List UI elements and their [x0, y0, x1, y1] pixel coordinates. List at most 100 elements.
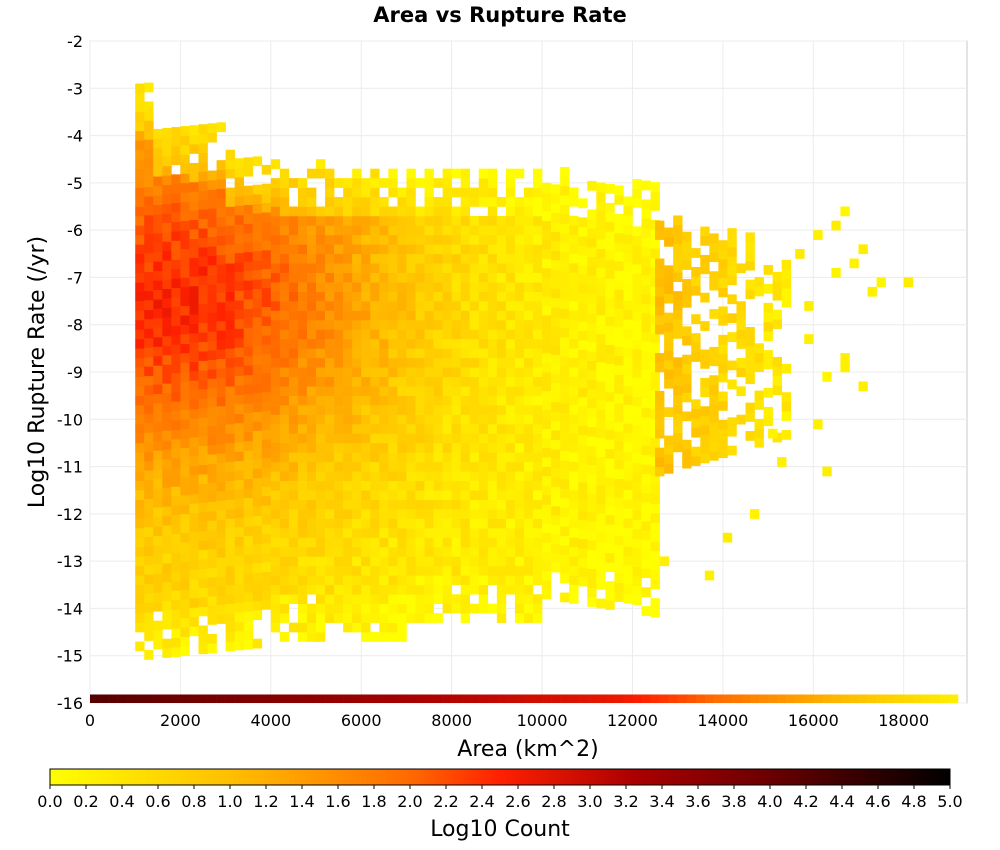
heatmap-cell [569, 395, 579, 406]
heatmap-cell [587, 540, 597, 551]
heatmap-cell [288, 546, 299, 557]
heatmap-cell [460, 433, 471, 444]
heatmap-cell [397, 187, 407, 198]
heatmap-cell [641, 435, 651, 446]
heatmap-cell [614, 535, 624, 546]
heatmap-cell [641, 417, 651, 427]
heatmap-cell [578, 283, 588, 294]
heatmap-cell [505, 338, 516, 349]
heatmap-cell [406, 575, 416, 586]
heatmap-cell [781, 269, 791, 280]
heatmap-cell [162, 213, 172, 223]
heatmap-cell [569, 575, 579, 585]
heatmap-cell [523, 499, 534, 510]
heatmap-cell [560, 422, 570, 433]
heatmap-cell [605, 543, 615, 554]
heatmap-cell [673, 423, 683, 434]
heatmap-cell [180, 315, 190, 326]
heatmap-cell [306, 490, 317, 500]
heatmap-cell [469, 367, 480, 378]
heatmap-cell [153, 214, 163, 224]
heatmap-cell [700, 387, 710, 398]
heatmap-cell [460, 424, 471, 434]
heatmap-cell [460, 575, 471, 586]
heatmap-cell [153, 166, 163, 177]
heatmap-cell [135, 187, 145, 198]
heatmap-cell [433, 376, 443, 387]
heatmap-cell [352, 376, 362, 387]
heatmap-cell [605, 183, 615, 194]
heatmap-cell [496, 414, 507, 425]
heatmap-cell [569, 367, 579, 377]
heatmap-cell [334, 301, 344, 311]
heatmap-cell [542, 428, 552, 439]
bottom-row-cell [108, 694, 118, 703]
heatmap-cell [433, 471, 443, 482]
heatmap-cell [664, 454, 674, 465]
heatmap-cell [144, 281, 154, 291]
heatmap-cell [623, 574, 633, 585]
heatmap-cell [514, 291, 525, 302]
heatmap-cell [650, 484, 660, 495]
heatmap-cell [198, 313, 208, 324]
heatmap-cell [361, 613, 371, 623]
heatmap-cell [700, 292, 710, 303]
heatmap-cell [460, 490, 471, 500]
heatmap-cell [569, 385, 579, 396]
heatmap-cell [569, 196, 579, 207]
heatmap-cell [379, 348, 389, 359]
heatmap-cell [135, 263, 145, 273]
heatmap-cell [632, 547, 642, 558]
heatmap-cell [388, 603, 398, 614]
heatmap-cell [270, 528, 281, 538]
heatmap-cell [216, 216, 226, 227]
heatmap-cell [352, 528, 362, 538]
heatmap-cell [614, 393, 624, 404]
heatmap-cell [153, 582, 163, 593]
heatmap-cell [614, 478, 624, 489]
heatmap-cell [623, 536, 633, 547]
heatmap-cell [361, 584, 371, 595]
heatmap-cell [542, 561, 552, 571]
heatmap-cell [361, 433, 371, 444]
heatmap-cell [496, 329, 507, 340]
heatmap-cell [514, 319, 525, 330]
heatmap-cell [754, 390, 764, 401]
heatmap-cell [736, 386, 746, 397]
heatmap-cell [135, 528, 145, 538]
heatmap-cell [709, 450, 719, 461]
heatmap-cell [650, 503, 660, 514]
heatmap-cell [478, 414, 489, 425]
heatmap-cell [406, 206, 416, 217]
heatmap-cell [306, 461, 317, 472]
heatmap-cell [442, 234, 452, 245]
heatmap-cell [144, 460, 154, 471]
heatmap-cell [673, 366, 683, 377]
heatmap-cell [605, 458, 615, 469]
heatmap-cell [718, 363, 728, 373]
heatmap-cell [144, 158, 154, 169]
heatmap-cell [596, 551, 606, 562]
heatmap-cell [587, 379, 597, 390]
bottom-row-cell [234, 694, 245, 703]
heatmap-cell [442, 301, 452, 311]
heatmap-cell [370, 490, 380, 500]
heatmap-cell [542, 400, 552, 411]
bottom-row-cell [641, 694, 651, 703]
heatmap-cell [180, 646, 190, 657]
heatmap-cell [135, 130, 145, 141]
heatmap-cell [198, 426, 208, 437]
heatmap-cell [560, 403, 570, 414]
heatmap-cell [180, 608, 190, 619]
heatmap-cell [415, 395, 425, 406]
heatmap-cell [433, 575, 443, 586]
heatmap-cell [189, 541, 199, 552]
heatmap-cell [180, 504, 190, 515]
heatmap-cell [343, 405, 353, 415]
heatmap-cell [415, 405, 425, 415]
heatmap-cell [487, 225, 498, 236]
heatmap-cell [288, 556, 299, 567]
heatmap-cell [153, 327, 163, 338]
heatmap-cell [270, 197, 281, 207]
bottom-row-cell [135, 694, 145, 703]
